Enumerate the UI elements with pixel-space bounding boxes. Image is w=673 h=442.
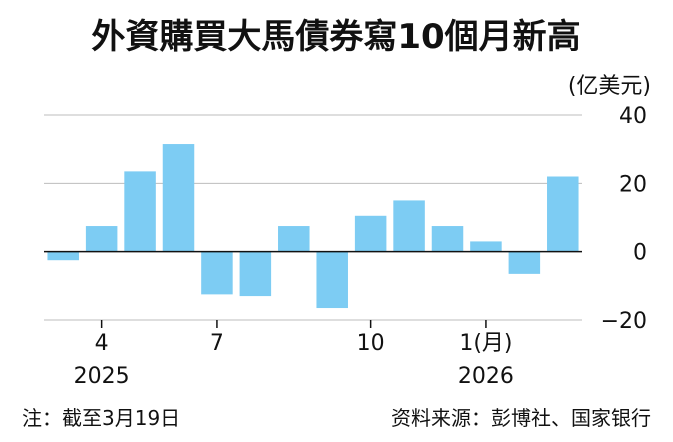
unit-label: (亿美元) xyxy=(568,74,651,99)
bar xyxy=(431,226,464,252)
bars xyxy=(47,144,579,309)
x-tick-labels: 4 2025 7 10 1(月) 2026 xyxy=(74,331,514,389)
bar xyxy=(239,251,272,297)
bar xyxy=(393,200,425,252)
axes xyxy=(44,250,582,328)
footnote: 注：截至3月19日 xyxy=(22,406,180,430)
y-tick-label: 0 xyxy=(633,241,647,266)
bar xyxy=(354,215,387,252)
x-year-label: 2025 xyxy=(74,364,130,389)
x-tick-label: 1(月) xyxy=(459,331,512,356)
x-tick-label: 4 xyxy=(95,331,109,356)
bar xyxy=(124,171,156,252)
bar xyxy=(547,176,579,252)
source-note: 资料来源：彭博社、国家银行 xyxy=(391,406,651,430)
x-year-label: 2026 xyxy=(458,364,514,389)
bar xyxy=(85,226,118,252)
chart-title: 外資購買大馬債券寫10個月新高 xyxy=(91,17,580,57)
bar xyxy=(508,251,541,274)
bar xyxy=(47,251,79,261)
bar xyxy=(162,144,195,252)
bar xyxy=(201,251,233,295)
x-tick-label: 7 xyxy=(210,331,224,356)
y-tick-labels: 40 20 0 −20 xyxy=(601,104,647,334)
y-tick-label: 40 xyxy=(619,104,647,129)
y-tick-label: 20 xyxy=(619,172,647,197)
bar xyxy=(316,251,348,309)
y-tick-label: −20 xyxy=(601,309,647,334)
bar xyxy=(470,241,502,252)
bar xyxy=(278,226,310,252)
x-tick-label: 10 xyxy=(357,331,385,356)
